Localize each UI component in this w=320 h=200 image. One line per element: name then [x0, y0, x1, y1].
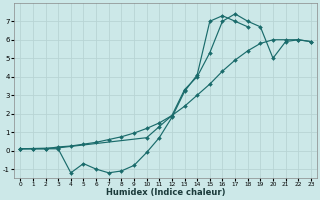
X-axis label: Humidex (Indice chaleur): Humidex (Indice chaleur) [106, 188, 225, 197]
